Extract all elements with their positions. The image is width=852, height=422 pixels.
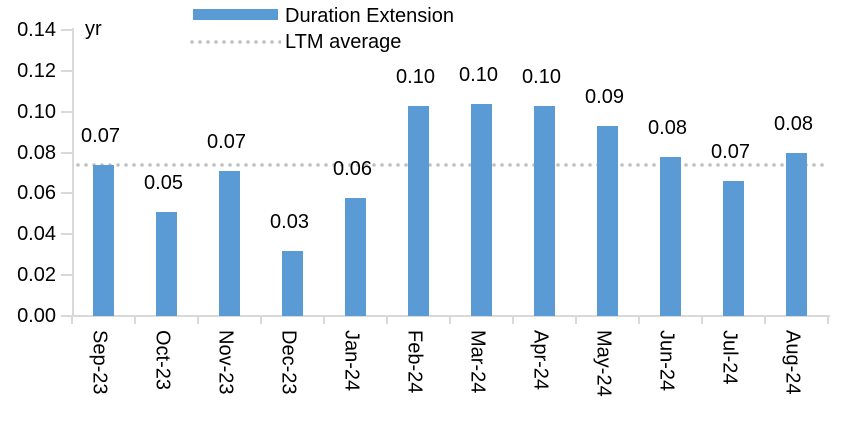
bar-aug-24 (786, 153, 807, 316)
y-axis-tick-mark (61, 233, 72, 236)
bar-dec-23 (282, 251, 303, 316)
bar-jan-24 (345, 198, 366, 316)
bar-value-label: 0.09 (585, 86, 624, 108)
bar-value-label: 0.10 (522, 66, 561, 88)
bar-nov-23 (219, 171, 240, 316)
x-axis-label: Jan-24 (340, 330, 363, 392)
y-axis-unit-label: yr (85, 18, 102, 40)
bar-value-label: 0.10 (459, 64, 498, 86)
bar-sep-23 (93, 165, 114, 316)
bar-mar-24 (471, 104, 492, 316)
y-axis-tick-mark (61, 69, 72, 72)
bar-jun-24 (660, 157, 681, 316)
y-axis-tick-mark (61, 274, 72, 277)
bar-apr-24 (534, 106, 555, 316)
bar-may-24 (597, 126, 618, 316)
legend-item-duration-extension: Duration Extension (285, 5, 454, 27)
x-axis-tick-mark (638, 316, 640, 324)
x-axis-tick-mark (449, 316, 451, 324)
bar-value-label: 0.10 (396, 66, 435, 88)
y-axis-tick-label: 0.06 (17, 182, 56, 205)
bar-value-label: 0.08 (648, 117, 687, 139)
x-axis-label: Nov-23 (214, 330, 237, 395)
x-axis-tick-mark (71, 316, 73, 324)
x-axis-label: May-24 (592, 330, 615, 397)
y-axis-tick-label: 0.00 (17, 305, 56, 327)
y-axis-tick-mark (61, 28, 72, 31)
x-axis-tick-mark (764, 316, 766, 324)
bar-value-label: 0.06 (333, 158, 372, 180)
y-axis-tick-label: 0.10 (17, 100, 56, 123)
x-axis-tick-mark (134, 316, 136, 324)
legend-item-ltm-average: LTM average (285, 31, 402, 53)
x-axis-label: Mar-24 (466, 330, 489, 394)
x-axis-tick-mark (701, 316, 703, 324)
x-axis-tick-mark (575, 316, 577, 324)
y-axis-tick-label: 0.12 (17, 59, 56, 82)
legend-bar-swatch (193, 9, 278, 20)
x-axis-label: Jul-24 (718, 330, 741, 385)
x-axis-label: Feb-24 (403, 330, 426, 394)
x-axis-label: Aug-24 (781, 330, 804, 395)
x-axis-tick-mark (512, 316, 514, 324)
x-axis-label: Apr-24 (529, 330, 552, 391)
x-axis-label: Jun-24 (655, 330, 678, 392)
x-axis-tick-mark (260, 316, 262, 324)
bar-value-label: 0.07 (207, 131, 246, 153)
y-axis-line (72, 28, 74, 317)
bar-oct-23 (156, 212, 177, 316)
x-axis-tick-mark (386, 316, 388, 324)
y-axis-tick-label: 0.02 (17, 264, 56, 287)
ltm-average-line (74, 162, 828, 167)
x-axis-label: Dec-23 (277, 330, 300, 395)
y-axis-tick-mark (61, 151, 72, 154)
x-axis-tick-mark (197, 316, 199, 324)
y-axis-tick-label: 0.08 (17, 141, 56, 164)
x-axis-label: Sep-23 (88, 330, 111, 395)
bar-value-label: 0.07 (81, 125, 120, 147)
x-axis-tick-mark (323, 316, 325, 324)
y-axis-tick-label: 0.14 (17, 18, 56, 41)
y-axis-tick-mark (61, 315, 72, 317)
bar-value-label: 0.07 (711, 141, 750, 163)
bar-feb-24 (408, 106, 429, 316)
bar-value-label: 0.05 (144, 172, 183, 194)
legend-dotted-line-swatch (188, 40, 281, 44)
y-axis-tick-mark (61, 192, 72, 195)
bar-jul-24 (723, 181, 744, 316)
x-axis-label: Oct-23 (151, 330, 174, 391)
x-axis-tick-mark (827, 316, 829, 324)
bar-value-label: 0.03 (270, 211, 309, 233)
y-axis-tick-mark (61, 110, 72, 113)
y-axis-tick-label: 0.04 (17, 223, 56, 246)
bar-value-label: 0.08 (774, 113, 813, 135)
